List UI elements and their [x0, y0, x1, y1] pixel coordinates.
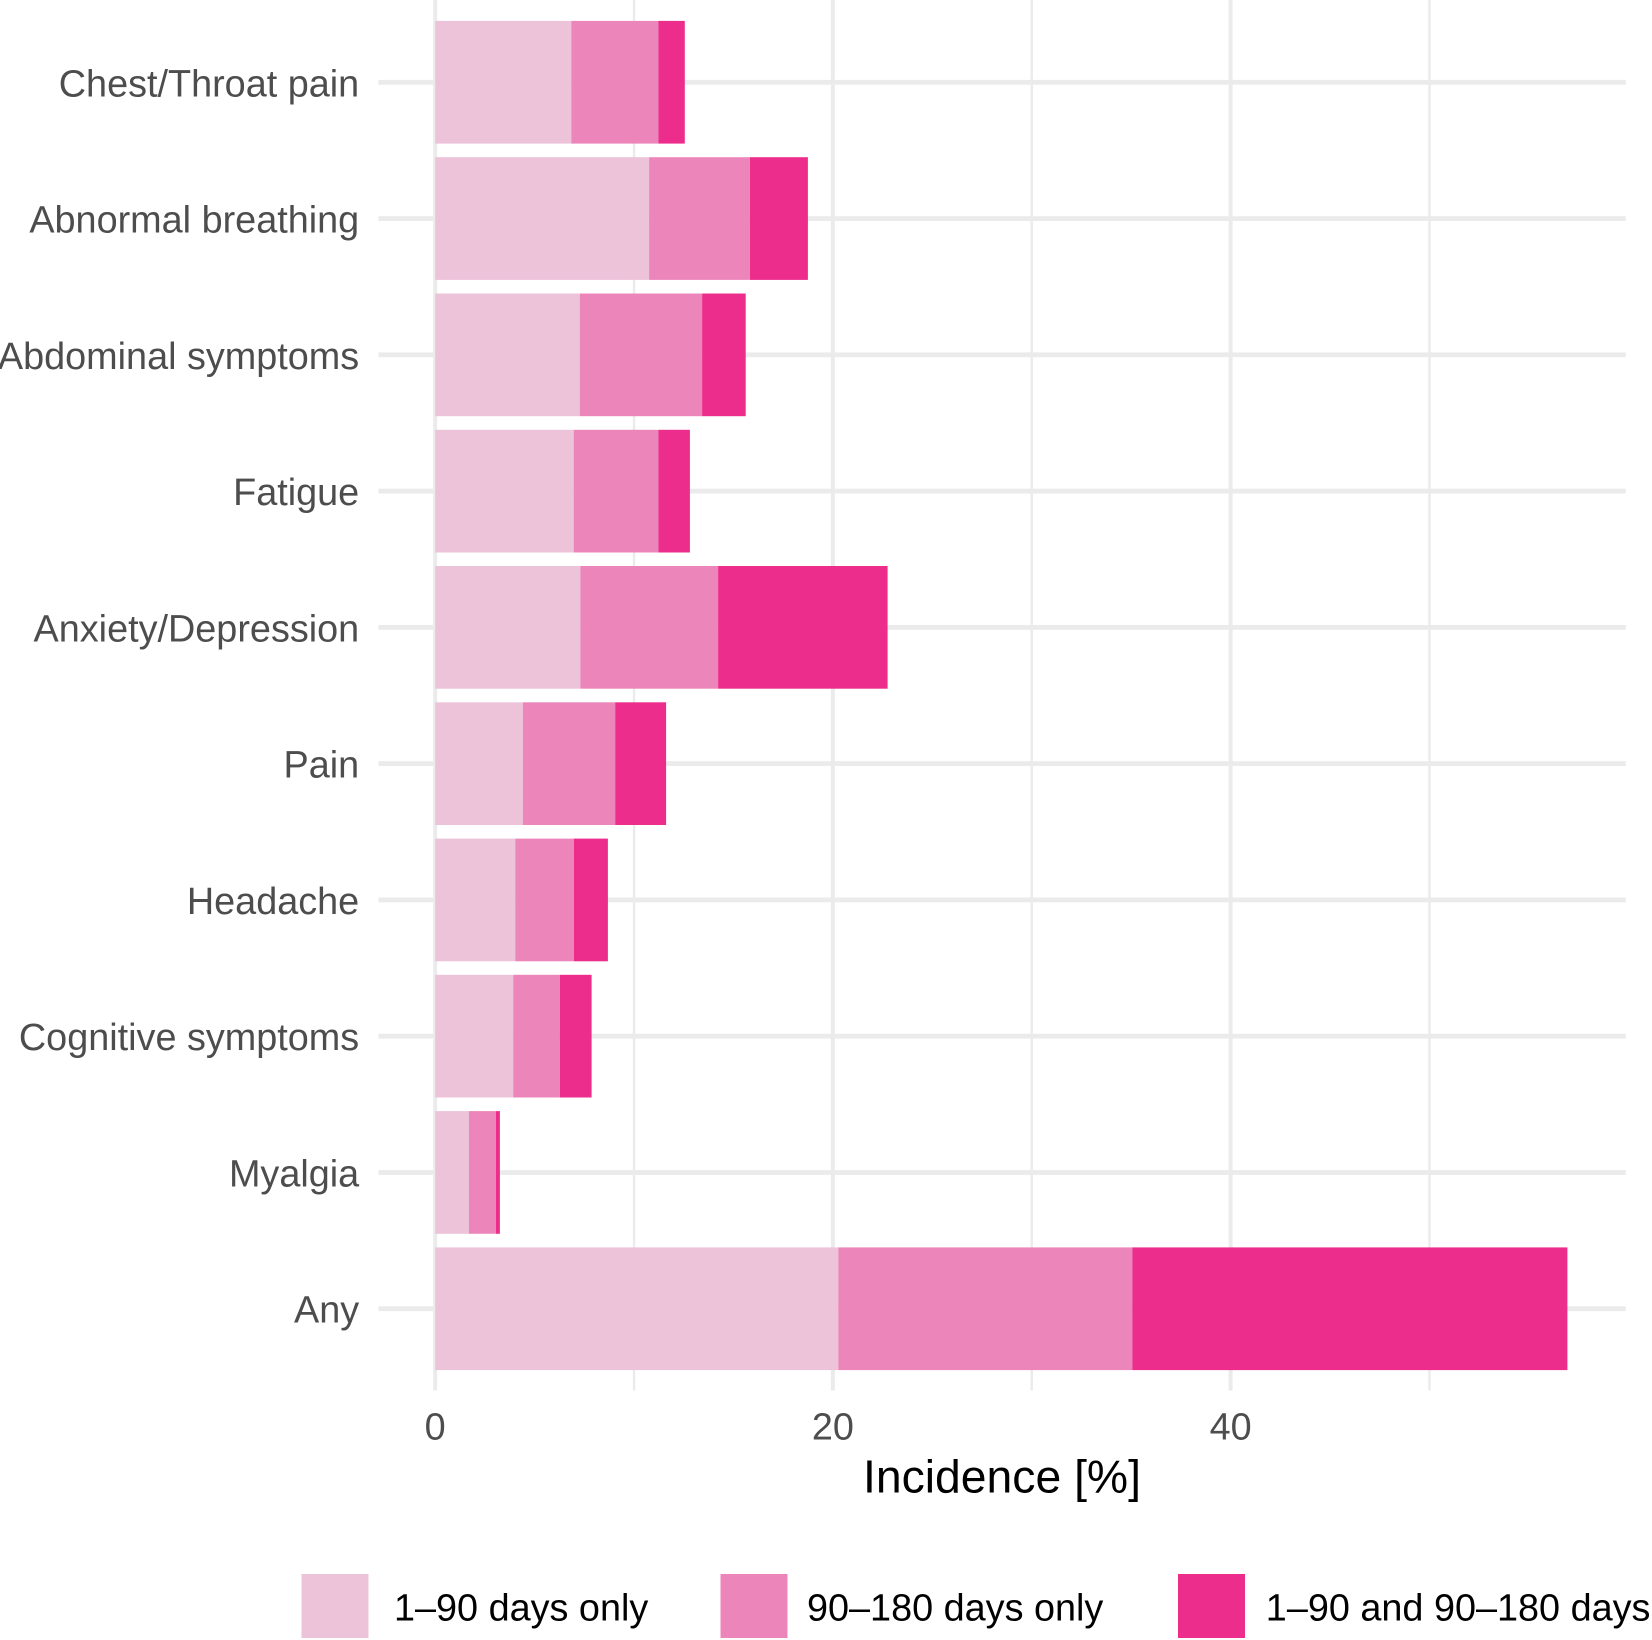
- svg-text:Cognitive symptoms: Cognitive symptoms: [19, 1017, 359, 1059]
- svg-text:1–90 days only: 1–90 days only: [394, 1588, 648, 1630]
- svg-text:40: 40: [1210, 1407, 1252, 1449]
- svg-text:Incidence [%]: Incidence [%]: [863, 1450, 1141, 1502]
- svg-text:1–90 and 90–180 days: 1–90 and 90–180 days: [1266, 1588, 1651, 1630]
- svg-text:Any: Any: [294, 1290, 359, 1332]
- svg-text:Abnormal breathing: Abnormal breathing: [29, 200, 359, 242]
- svg-text:Myalgia: Myalgia: [229, 1154, 360, 1196]
- svg-text:0: 0: [425, 1407, 446, 1449]
- svg-text:20: 20: [812, 1407, 854, 1449]
- svg-text:Abdominal symptoms: Abdominal symptoms: [0, 336, 359, 378]
- svg-text:Chest/Throat pain: Chest/Throat pain: [59, 63, 359, 105]
- svg-text:90–180 days only: 90–180 days only: [807, 1588, 1103, 1630]
- svg-text:Anxiety/Depression: Anxiety/Depression: [34, 608, 360, 650]
- svg-text:Pain: Pain: [284, 745, 360, 787]
- svg-text:Headache: Headache: [187, 881, 359, 923]
- svg-text:Fatigue: Fatigue: [233, 472, 359, 514]
